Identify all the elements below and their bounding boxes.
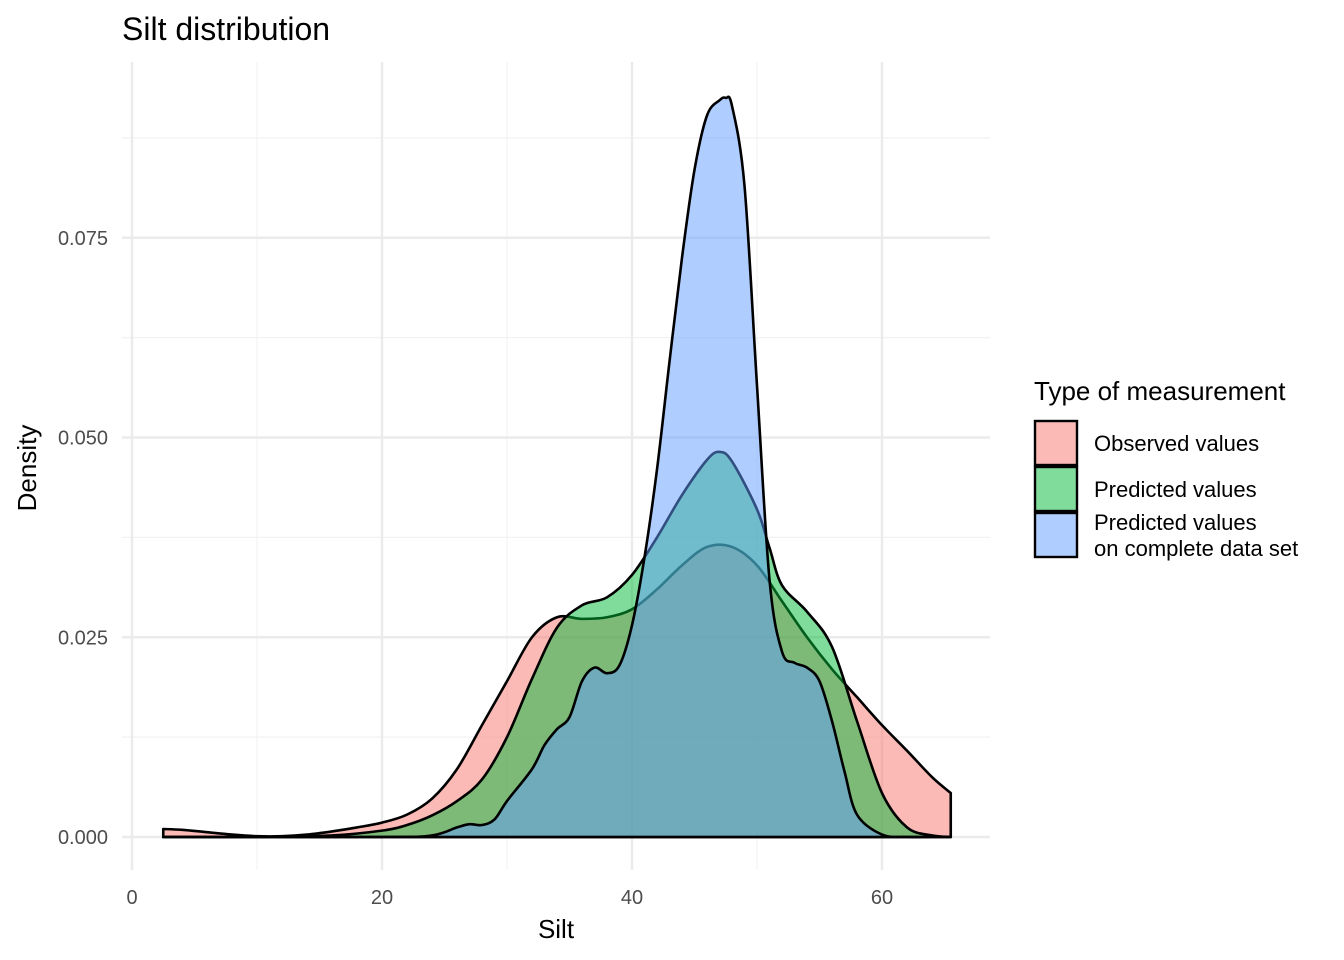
predicted-complete-density-area: [161, 95, 953, 839]
y-axis-ticks: 0.000 0.025 0.050 0.075: [58, 228, 108, 849]
legend: Type of measurement Observed values Predi…: [1033, 376, 1298, 561]
y-tick-label: 0.000: [58, 827, 108, 849]
y-tick-label: 0.025: [58, 627, 108, 649]
x-tick-label: 40: [621, 887, 643, 909]
legend-label-predicted-complete: on complete data set: [1094, 536, 1298, 561]
legend-label-observed: Observed values: [1094, 431, 1259, 456]
x-axis-ticks: 0 20 40 60: [126, 887, 893, 909]
y-tick-label: 0.075: [58, 228, 108, 250]
x-tick-label: 0: [126, 887, 137, 909]
density-areas: [161, 95, 953, 839]
legend-key-observed: [1033, 419, 1079, 467]
x-axis-title: Silt: [538, 914, 575, 944]
y-axis-title: Density: [12, 425, 42, 512]
y-tick-label: 0.050: [58, 428, 108, 450]
legend-key-predicted-complete: [1033, 511, 1079, 559]
legend-title: Type of measurement: [1034, 376, 1286, 406]
x-tick-label: 60: [871, 887, 893, 909]
legend-key-predicted: [1033, 465, 1079, 513]
legend-label-predicted-complete: Predicted values: [1094, 510, 1257, 535]
chart-title: Silt distribution: [122, 11, 330, 47]
legend-label-predicted: Predicted values: [1094, 477, 1257, 502]
x-tick-label: 20: [371, 887, 393, 909]
